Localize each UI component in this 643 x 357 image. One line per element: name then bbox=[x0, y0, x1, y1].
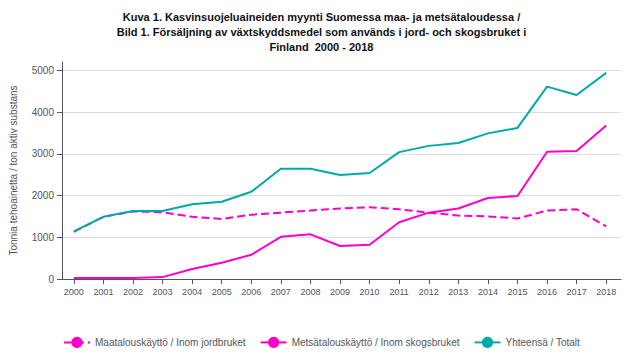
svg-text:2002: 2002 bbox=[123, 287, 143, 297]
svg-text:2013: 2013 bbox=[448, 287, 468, 297]
svg-text:2009: 2009 bbox=[330, 287, 350, 297]
svg-text:3000: 3000 bbox=[32, 148, 55, 159]
svg-text:2008: 2008 bbox=[300, 287, 320, 297]
svg-text:2018: 2018 bbox=[596, 287, 616, 297]
svg-text:Finland 2000 - 2018: Finland 2000 - 2018 bbox=[270, 41, 374, 53]
svg-text:Bild 1. Försäljning av växtsky: Bild 1. Försäljning av växtskyddsmedel s… bbox=[117, 26, 527, 38]
svg-text:2011: 2011 bbox=[389, 287, 408, 297]
svg-text:4000: 4000 bbox=[32, 107, 55, 118]
svg-text:5000: 5000 bbox=[32, 65, 55, 76]
svg-text:2000: 2000 bbox=[64, 287, 84, 297]
svg-text:2003: 2003 bbox=[153, 287, 173, 297]
svg-text:2005: 2005 bbox=[212, 287, 232, 297]
svg-text:2006: 2006 bbox=[241, 287, 261, 297]
svg-text:2015: 2015 bbox=[507, 287, 527, 297]
svg-text:2000: 2000 bbox=[32, 190, 55, 201]
svg-text:2001: 2001 bbox=[93, 287, 113, 297]
svg-text:Tonnia tehoainetta / ton aktiv: Tonnia tehoainetta / ton aktiv substans bbox=[8, 85, 19, 255]
svg-text:2016: 2016 bbox=[537, 287, 557, 297]
svg-text:2007: 2007 bbox=[271, 287, 291, 297]
svg-text:2012: 2012 bbox=[419, 287, 439, 297]
svg-text:1000: 1000 bbox=[32, 232, 55, 243]
svg-text:2017: 2017 bbox=[567, 287, 587, 297]
svg-text:Yhteensä / Totalt: Yhteensä / Totalt bbox=[505, 337, 580, 348]
svg-text:2004: 2004 bbox=[182, 287, 202, 297]
svg-text:2010: 2010 bbox=[360, 287, 380, 297]
svg-text:Maatalouskäyttö / Inom jordbru: Maatalouskäyttö / Inom jordbruket bbox=[95, 337, 246, 348]
svg-text:2014: 2014 bbox=[478, 287, 498, 297]
svg-text:Metsätalouskäyttö / Inom skogs: Metsätalouskäyttö / Inom skogsbruket bbox=[292, 337, 460, 348]
svg-text:0: 0 bbox=[48, 274, 54, 285]
svg-text:Kuva 1. Kasvinsuojeluaineiden: Kuva 1. Kasvinsuojeluaineiden myynti Suo… bbox=[123, 11, 520, 23]
